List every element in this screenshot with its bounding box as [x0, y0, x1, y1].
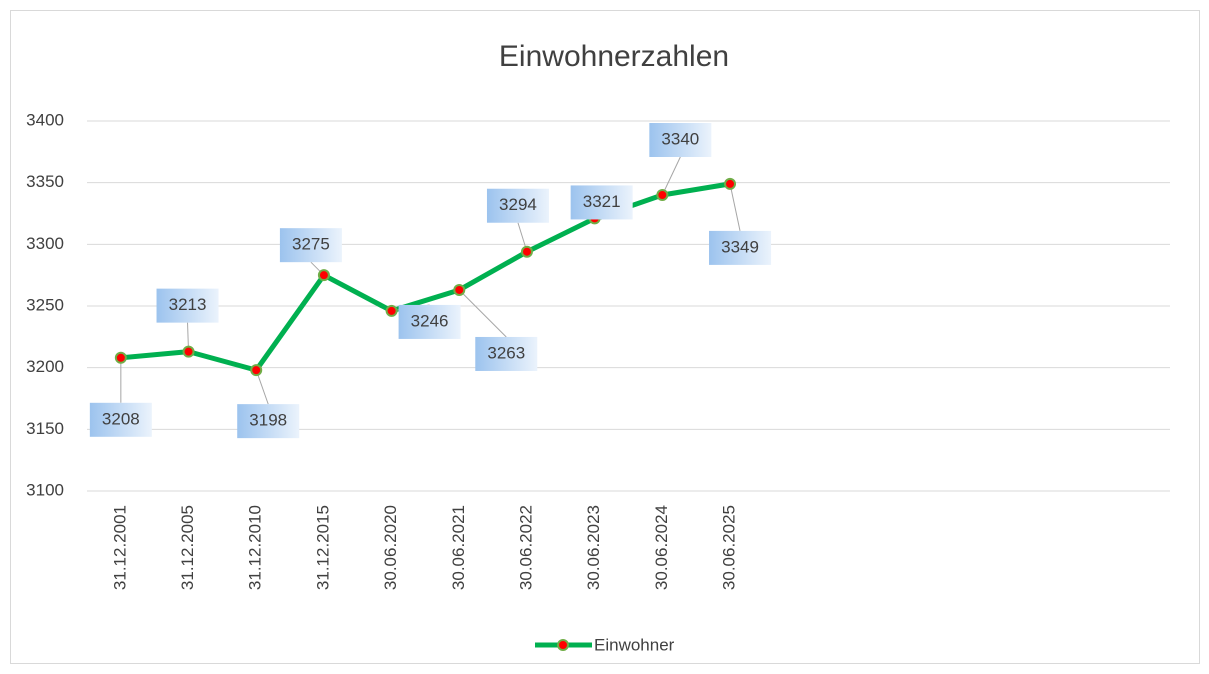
data-label: 3294	[499, 195, 537, 214]
x-tick-label: 30.06.2023	[584, 505, 603, 590]
data-label: 3263	[487, 343, 525, 362]
y-tick-label: 3400	[26, 110, 64, 129]
y-tick-label: 3200	[26, 357, 64, 376]
leader-line	[661, 156, 681, 196]
x-tick-label: 31.12.2010	[246, 505, 265, 590]
marker	[114, 351, 127, 364]
data-label: 3349	[721, 237, 759, 256]
marker	[385, 304, 398, 317]
marker	[317, 269, 330, 282]
y-tick-label: 3100	[26, 480, 64, 499]
chart-border	[10, 10, 1200, 664]
data-label: 3208	[102, 409, 140, 428]
data-label-box	[398, 304, 461, 339]
data-label-box	[486, 188, 549, 223]
y-tick-label: 3150	[26, 419, 64, 438]
data-label-box	[709, 230, 772, 265]
data-label: 3213	[169, 295, 207, 314]
marker	[724, 177, 737, 190]
y-tick-label: 3250	[26, 295, 64, 314]
x-tick-label: 30.06.2021	[449, 505, 468, 590]
x-tick-label: 31.12.2005	[178, 505, 197, 590]
leader-line	[255, 369, 269, 405]
data-label-box	[89, 402, 152, 437]
x-tick-label: 30.06.2020	[381, 505, 400, 590]
data-label-box	[649, 123, 712, 157]
data-label: 3340	[661, 129, 699, 148]
chart-title: Einwohnerzahlen	[499, 40, 729, 73]
data-label-box	[475, 336, 538, 371]
data-label-box	[156, 288, 219, 323]
marker	[656, 189, 669, 201]
data-label: 3321	[583, 192, 621, 211]
x-tick-label: 31.12.2001	[110, 505, 129, 590]
x-tick-label: 30.06.2024	[652, 505, 671, 590]
y-tick-label: 3350	[26, 172, 64, 191]
legend-marker	[557, 639, 569, 651]
x-tick-label: 30.06.2025	[720, 505, 739, 590]
marker	[182, 345, 195, 358]
x-tick-label: 30.06.2022	[516, 505, 535, 590]
data-label: 3198	[249, 411, 287, 430]
data-label-box	[570, 185, 633, 220]
legend-label: Einwohner	[594, 635, 675, 654]
leader-line	[458, 289, 507, 338]
leader-line	[729, 183, 741, 232]
marker	[250, 364, 263, 377]
data-label: 3246	[411, 311, 449, 330]
y-tick-label: 3300	[26, 234, 64, 253]
marker	[520, 245, 533, 258]
data-label-box	[237, 404, 300, 439]
data-label-box	[279, 228, 342, 263]
marker	[453, 283, 466, 296]
data-label: 3275	[292, 235, 330, 254]
x-tick-label: 31.12.2015	[313, 505, 332, 590]
